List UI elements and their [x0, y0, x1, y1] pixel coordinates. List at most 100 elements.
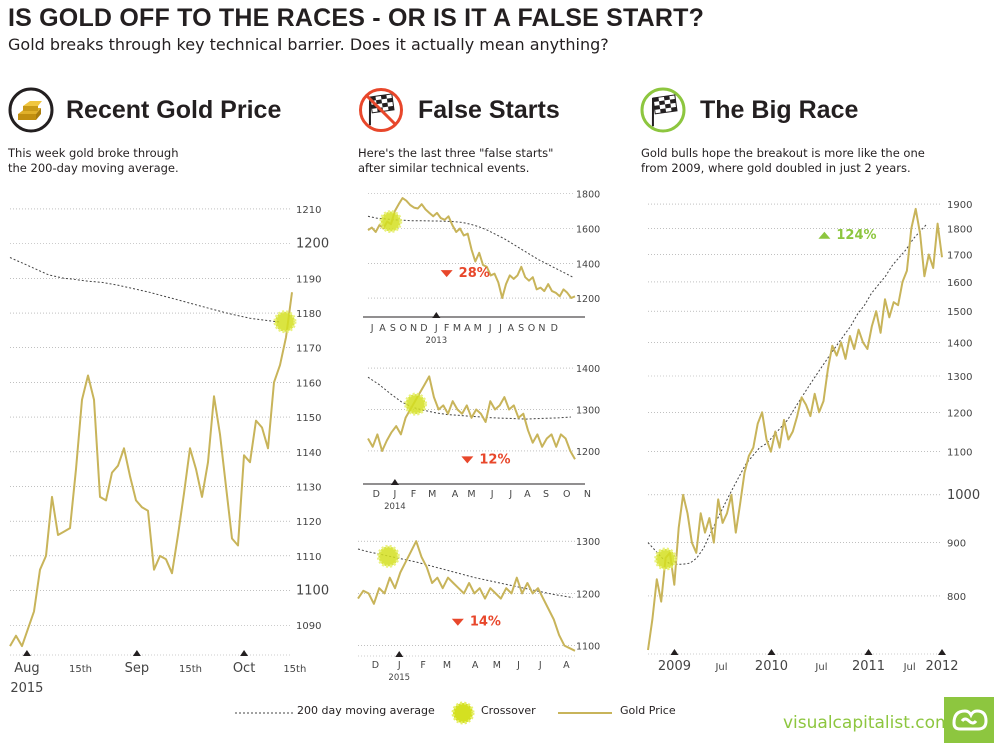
- fs2014-x-tick-label: S: [543, 489, 549, 500]
- fs2013-x-tick-label: D: [420, 323, 427, 334]
- fs2013-y-tick-label: 1200: [576, 294, 600, 305]
- fs2013-x-tick-label: J: [434, 323, 438, 334]
- fs2013-moving-average-line: [367, 215, 574, 278]
- bigrace-y-tick-label: 1700: [947, 250, 972, 261]
- recent-y-tick-label: 1160: [296, 378, 321, 389]
- bigrace-moving-average-line: [647, 223, 928, 565]
- bigrace-y-tick-label: 1200: [947, 408, 972, 419]
- fs2013-x-tick-label: J: [488, 323, 492, 334]
- bigrace-x-tick-label: Jul: [903, 662, 916, 673]
- section-recent-title: Recent Gold Price: [66, 96, 282, 124]
- fs2014-x-marker: [390, 479, 399, 485]
- gold-bars-icon: [8, 87, 54, 133]
- fs2014-x-tick-label: A: [524, 489, 531, 500]
- fs2013-x-marker: [432, 312, 441, 318]
- fs2015-x-tick-label: A: [472, 660, 479, 671]
- section-false-desc-line1: Here's the last three "false starts": [358, 146, 554, 160]
- bigrace-y-tick-label: 1600: [947, 278, 972, 289]
- recent-x-tick-label: Aug: [14, 661, 39, 676]
- section-bigrace-title: The Big Race: [700, 96, 859, 124]
- fs2013-price-line: [367, 197, 576, 299]
- section-false-desc: Here's the last three "false starts" aft…: [358, 146, 618, 176]
- fs2014-x-tick-label: M: [467, 489, 475, 500]
- fs2013-x-tick-label: M: [453, 323, 461, 334]
- fs2015-change-arrow: [451, 618, 464, 626]
- fs2015-y-tick-label: 1300: [576, 537, 600, 548]
- fs2015-chart: 1300 1200 1100 D J F M A M J J A 2015 14%: [357, 537, 600, 683]
- bigrace-y-tick-label: 800: [947, 592, 966, 603]
- bigrace-x-marker: [670, 649, 679, 655]
- fs2014-x-tick-label: A: [452, 489, 459, 500]
- fs2014-crossover-marker: [404, 392, 428, 416]
- recent-x-marker: [240, 650, 249, 656]
- fs2013-x-tick-label: 2013: [425, 336, 447, 346]
- legend-crossover-swatch: [451, 701, 475, 725]
- fs2013-y-tick-label: 1400: [576, 259, 600, 270]
- bigrace-x-marker: [767, 649, 776, 655]
- main-title: IS GOLD OFF TO THE RACES - OR IS IT A FA…: [8, 4, 705, 32]
- fs2014-price-line: [367, 375, 576, 460]
- race-flag-icon: [640, 87, 686, 133]
- fs2015-y-tick-label: 1200: [576, 589, 600, 600]
- recent-chart: 1210 1200 1190 1180 1170 1160 1150 1140 1130 1120…: [9, 205, 329, 696]
- fs2014-x-tick-label: 2014: [384, 502, 406, 512]
- bigrace-crossover-marker: [654, 547, 678, 571]
- section-false-title: False Starts: [418, 96, 560, 124]
- bigrace-x-marker: [864, 649, 873, 655]
- recent-y-tick-label: 1190: [296, 274, 321, 285]
- bigrace-price-line: [647, 207, 943, 651]
- bigrace-x-tick-label: 2012: [925, 659, 958, 674]
- brand-link[interactable]: visualcapitalist.com: [783, 713, 952, 733]
- recent-y-tick-label: 1110: [296, 552, 321, 563]
- bigrace-x-tick-label: Jul: [814, 662, 827, 673]
- section-bigrace-desc-line1: Gold bulls hope the breakout is more lik…: [641, 146, 925, 160]
- fs2015-x-tick-label: J: [516, 660, 520, 671]
- fs2013-crossover-marker: [379, 210, 403, 234]
- bigrace-chart: 1900 1800 1700 1600 1500 1400 1300 1200 1100 1000…: [647, 200, 980, 674]
- fs2013-x-tick-label: N: [410, 323, 417, 334]
- fs2014-x-tick-label: J: [393, 489, 397, 500]
- fs2013-change-label: 28%: [459, 266, 490, 281]
- fs2015-y-tick-label: 1100: [576, 642, 600, 653]
- recent-x-marker: [132, 650, 141, 656]
- fs2015-x-tick-label: F: [420, 660, 425, 671]
- recent-moving-average-line: [9, 257, 281, 323]
- recent-x-marker: [22, 650, 31, 656]
- fs2013-y-tick-label: 1800: [576, 190, 600, 201]
- fs2014-y-tick-label: 1300: [576, 406, 600, 417]
- fs2013-x-tick-label: J: [498, 323, 502, 334]
- section-bigrace-desc-line2: from 2009, where gold doubled in just 2 …: [641, 161, 911, 175]
- bigrace-y-tick-label: 1000: [947, 488, 980, 503]
- fs2013-x-tick-label: S: [518, 323, 524, 334]
- fs2013-x-tick-label: M: [474, 323, 482, 334]
- legend-ma-label: 200 day moving average: [297, 704, 435, 717]
- legend-price-label: Gold Price: [620, 704, 676, 717]
- fs2014-change-label: 12%: [479, 452, 510, 467]
- fs2014-y-tick-label: 1400: [576, 364, 600, 375]
- fs2014-x-tick-label: D: [373, 489, 380, 500]
- recent-x-tick-label: 15th: [69, 664, 92, 675]
- recent-y-tick-label: 1170: [296, 344, 321, 355]
- brand-logo-icon: [952, 709, 988, 731]
- recent-y-tick-label: 1090: [296, 621, 321, 632]
- recent-x-tick-label: 2015: [10, 681, 43, 696]
- bigrace-y-tick-label: 1300: [947, 372, 972, 383]
- fs2013-x-tick-label: O: [528, 323, 535, 334]
- bigrace-x-tick-label: 2010: [755, 659, 788, 674]
- fs2013-x-tick-label: O: [399, 323, 406, 334]
- bigrace-x-tick-label: 2009: [658, 659, 691, 674]
- recent-y-tick-label: 1210: [296, 205, 321, 216]
- section-bigrace-desc: Gold bulls hope the breakout is more lik…: [641, 146, 981, 176]
- section-false-desc-line2: after similar technical events.: [358, 161, 530, 175]
- fs2014-x-tick-label: O: [563, 489, 570, 500]
- fs2014-y-tick-label: 1200: [576, 447, 600, 458]
- bigrace-x-marker: [938, 649, 946, 655]
- bigrace-x-tick-label: Jul: [714, 662, 727, 673]
- fs2013-y-tick-label: 1600: [576, 225, 600, 236]
- fs2014-x-tick-label: M: [428, 489, 436, 500]
- fs2013-x-tick-label: F: [444, 323, 449, 334]
- recent-x-tick-label: 15th: [179, 664, 202, 675]
- bigrace-y-tick-label: 1100: [947, 448, 972, 459]
